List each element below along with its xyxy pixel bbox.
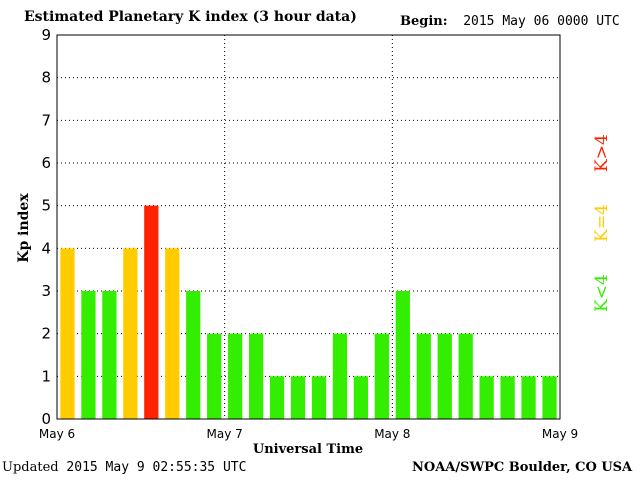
grid-lines [57,35,560,419]
bar [144,205,159,419]
y-tick-label: 2 [41,325,51,343]
legend-high: K>4 [592,134,612,172]
bars-group [60,205,557,419]
bar [479,376,494,419]
begin-info: Begin: 2015 May 06 0000 UTC [400,14,620,29]
bar [102,291,117,419]
y-tick-label: 7 [41,111,51,129]
y-tick-label: 0 [41,410,51,428]
begin-value: 2015 May 06 0000 UTC [463,14,620,29]
bar [165,248,180,419]
y-tick-label: 8 [41,69,51,87]
updated-label: Updated [2,460,59,475]
source-credit: NOAA/SWPC Boulder, CO USA [412,460,633,475]
bar [311,376,327,419]
x-axis-label: Universal Time [253,442,363,457]
bar [81,291,96,419]
bar [458,333,473,419]
updated-info: Updated 2015 May 9 02:55:35 UTC [2,460,246,475]
begin-label: Begin: [400,14,448,29]
legend-mid: K=4 [592,204,612,242]
legend-low-label: K<4 [592,274,612,312]
bar [269,376,285,419]
bar [521,376,536,419]
y-tick-label: 5 [41,197,51,215]
bar [542,376,557,419]
bar [500,376,515,419]
bar [374,333,389,419]
y-tick-label: 6 [41,154,51,172]
legend-low: K<4 [592,274,612,312]
y-axis-label: Kp index [16,193,32,263]
y-tick-label: 3 [41,282,51,300]
x-tick-label: May 8 [374,427,410,441]
x-tick-label: May 7 [207,427,243,441]
chart-title: Estimated Planetary K index (3 hour data… [24,9,357,25]
bar [332,333,348,419]
plot-frame [56,34,561,420]
bar [123,248,138,419]
y-tick-label: 9 [41,26,51,44]
x-tick-label: May 6 [39,427,75,441]
bar [60,248,75,419]
bar [186,291,201,419]
x-tick-label: May 9 [542,427,578,441]
legend-high-label: K>4 [592,134,612,172]
bar [353,376,369,419]
y-tick-label: 4 [41,239,51,257]
bar [207,333,222,419]
bar [228,333,243,419]
bar [248,333,264,419]
bar [416,333,431,419]
bar [437,333,452,419]
bar [395,291,410,419]
y-tick-label: 1 [41,367,51,385]
y-tick-labels: 0 1 2 3 4 5 6 7 8 9 [41,26,51,428]
bar [290,376,306,419]
updated-value: 2015 May 9 02:55:35 UTC [66,460,247,475]
legend-mid-label: K=4 [592,204,612,242]
x-tick-labels: May 6 May 7 May 8 May 9 [39,427,578,441]
